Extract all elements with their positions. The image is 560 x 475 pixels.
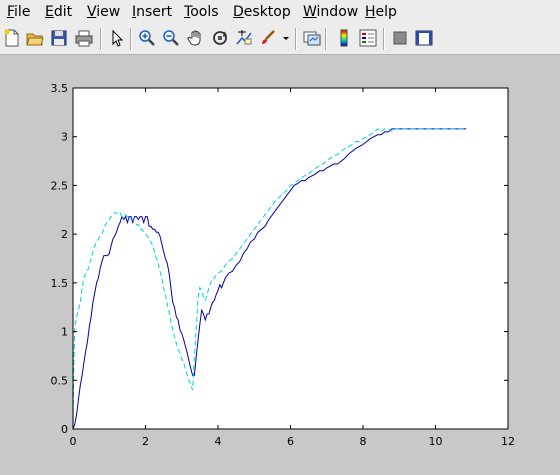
menu-label-rest: dit <box>53 4 73 20</box>
menu-insert[interactable]: Insert <box>131 3 173 21</box>
y-tick-label: 3 <box>61 131 68 144</box>
x-tick-label: 6 <box>287 435 294 448</box>
y-tick-label: 1.5 <box>51 277 69 290</box>
open-folder-button[interactable] <box>24 27 46 49</box>
show-plot-tools-icon <box>415 29 433 47</box>
series-line-1 <box>72 128 467 430</box>
menu-window[interactable]: Window <box>302 3 359 21</box>
x-tick-label: 4 <box>215 435 222 448</box>
new-file-icon <box>3 29 21 47</box>
pan-hand-button[interactable] <box>185 27 207 49</box>
toolbar-separator <box>383 28 385 50</box>
rotate-3d-button[interactable] <box>209 27 231 49</box>
hide-plot-tools-icon <box>391 29 409 47</box>
figure-canvas: 0 2 4 6 8 10 12 0 0.5 1 1.5 2 2.5 3 3.5 <box>0 55 560 475</box>
legend-button[interactable] <box>357 27 379 49</box>
axes-background <box>72 87 509 430</box>
menu-label-rest: iew <box>96 4 121 20</box>
y-tick-label: 2 <box>61 228 68 241</box>
dropdown-arrow-button[interactable] <box>281 27 291 49</box>
menu-mnemonic: F <box>7 4 15 20</box>
series-line-2 <box>72 128 467 430</box>
print-icon <box>75 29 93 47</box>
zoom-out-button[interactable] <box>160 27 182 49</box>
x-tick-label: 0 <box>70 435 77 448</box>
menu-mnemonic: H <box>365 4 376 20</box>
pan-hand-icon <box>187 29 205 47</box>
show-plot-tools-button[interactable] <box>413 27 435 49</box>
link-plot-button[interactable] <box>301 27 323 49</box>
rotate-3d-icon <box>211 29 229 47</box>
colorbar-button[interactable] <box>333 27 355 49</box>
axes-frame <box>72 87 509 430</box>
x-tick-label: 2 <box>142 435 149 448</box>
menu-bar: File Edit View Insert Tools Desktop Window Help <box>0 0 560 24</box>
menu-edit[interactable]: Edit <box>44 3 73 21</box>
dropdown-arrow-icon <box>282 29 290 47</box>
colorbar-icon <box>335 29 353 47</box>
legend-icon <box>359 29 377 47</box>
toolbar-separator <box>325 28 327 50</box>
menu-file[interactable]: File <box>6 3 31 21</box>
toolbar-separator <box>100 28 102 50</box>
zoom-in-icon <box>138 29 156 47</box>
line-plot: 0 2 4 6 8 10 12 0 0.5 1 1.5 2 2.5 3 3.5 <box>51 82 516 448</box>
new-file-button[interactable] <box>1 27 23 49</box>
menu-label-rest: ools <box>190 4 219 20</box>
zoom-in-button[interactable] <box>136 27 158 49</box>
menu-mnemonic: T <box>184 4 191 20</box>
hide-plot-tools-button[interactable] <box>389 27 411 49</box>
x-tick-label: 10 <box>429 435 443 448</box>
y-tick-label: 3.5 <box>51 82 69 95</box>
brush-button[interactable] <box>257 27 279 49</box>
brush-icon <box>259 29 277 47</box>
menu-mnemonic: I <box>132 4 137 20</box>
menu-label-rest: nsert <box>136 4 173 20</box>
y-tick-label: 2.5 <box>51 179 69 192</box>
open-folder-icon <box>26 29 44 47</box>
y-tick-label: 1 <box>61 326 68 339</box>
data-cursor-button[interactable] <box>233 27 255 49</box>
y-tick-label: 0.5 <box>51 374 69 387</box>
menu-mnemonic: D <box>233 4 244 20</box>
menu-mnemonic: V <box>87 4 97 20</box>
pointer-icon <box>108 29 126 47</box>
toolbar-separator <box>295 28 297 50</box>
zoom-out-icon <box>162 29 180 47</box>
y-tick-label: 0 <box>61 423 68 436</box>
save-button[interactable] <box>48 27 70 49</box>
menu-mnemonic: W <box>303 4 317 20</box>
menu-desktop[interactable]: Desktop <box>232 3 292 21</box>
link-plot-icon <box>303 29 321 47</box>
menu-label-rest: esktop <box>243 4 291 20</box>
x-tick-label: 8 <box>360 435 367 448</box>
figure-toolbar <box>0 24 560 55</box>
save-icon <box>50 29 68 47</box>
menu-label-rest: indow <box>316 4 359 20</box>
menu-label-rest: elp <box>375 4 397 20</box>
pointer-button[interactable] <box>106 27 128 49</box>
menu-mnemonic: E <box>45 4 54 20</box>
menu-label-rest: ile <box>14 4 31 20</box>
x-tick-label: 12 <box>501 435 515 448</box>
menu-help[interactable]: Help <box>364 3 398 21</box>
data-cursor-icon <box>235 29 253 47</box>
menu-tools[interactable]: Tools <box>183 3 220 21</box>
toolbar-separator <box>130 28 132 50</box>
menu-view[interactable]: View <box>86 3 121 21</box>
print-button[interactable] <box>73 27 95 49</box>
